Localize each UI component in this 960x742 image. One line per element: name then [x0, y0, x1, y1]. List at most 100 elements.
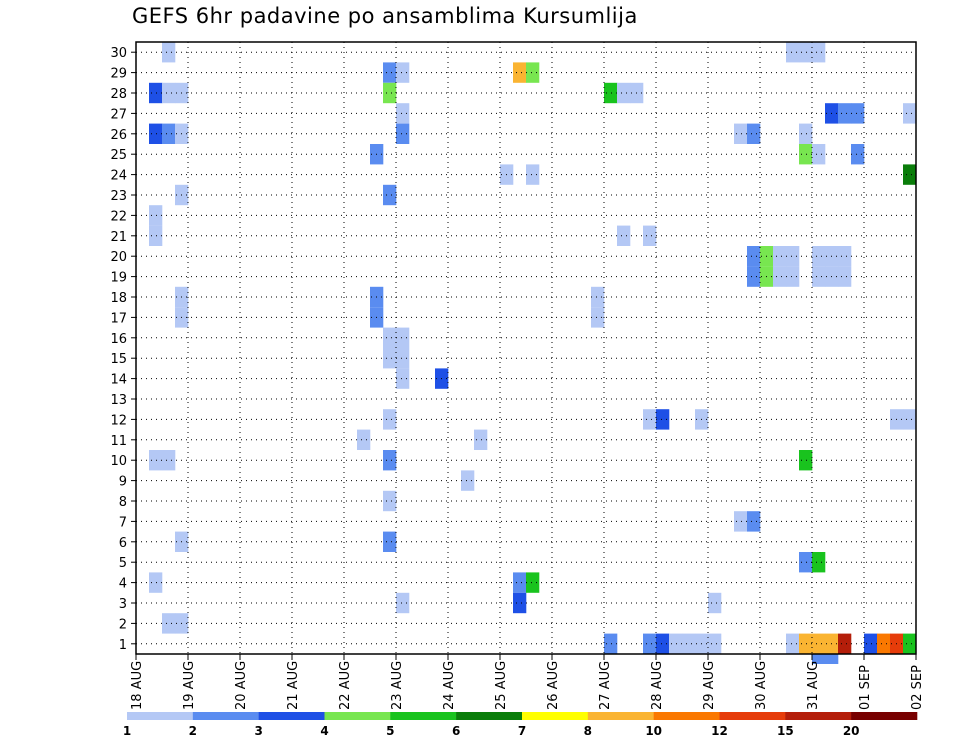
legend-swatch — [192, 712, 259, 720]
legend-label: 12 — [711, 724, 728, 738]
heatmap-cell — [513, 572, 527, 593]
heatmap-cell — [903, 103, 917, 124]
y-tick-label: 7 — [119, 515, 127, 530]
y-tick-label: 5 — [119, 556, 127, 571]
y-tick-label: 21 — [110, 230, 127, 245]
heatmap-cell — [786, 633, 800, 654]
y-tick-label: 25 — [110, 148, 127, 163]
heatmap-cell — [786, 42, 800, 63]
heatmap-cell — [656, 633, 670, 654]
y-tick-label: 11 — [110, 434, 127, 449]
heatmap-cell — [734, 511, 748, 532]
heatmap-cell — [799, 552, 813, 573]
heatmap-cell — [903, 409, 917, 430]
heatmap-cell — [838, 633, 852, 654]
legend-swatch — [127, 712, 194, 720]
heatmap-cell — [396, 368, 410, 389]
y-tick-label: 12 — [110, 413, 127, 428]
legend-swatch — [456, 712, 523, 720]
y-tick-label: 13 — [110, 393, 127, 408]
heatmap-cell — [396, 327, 410, 348]
y-tick-label: 2 — [119, 617, 127, 632]
heatmap-cell — [773, 266, 787, 287]
heatmap-cell — [669, 633, 683, 654]
heatmap-cell — [734, 123, 748, 144]
heatmap-cell — [396, 62, 410, 83]
heatmap-cell — [162, 123, 176, 144]
legend-swatch — [390, 712, 457, 720]
y-tick-label: 17 — [110, 311, 127, 326]
heatmap-cell — [357, 429, 371, 450]
grid-lines — [135, 42, 917, 654]
heatmap-cell — [799, 144, 813, 165]
x-tick-label: 29 AUG — [702, 661, 717, 710]
legend-swatch — [719, 712, 786, 720]
heatmap-cell — [474, 429, 488, 450]
legend-label: 6 — [452, 724, 460, 738]
heatmap-cell — [513, 592, 527, 614]
y-tick-label: 30 — [110, 46, 127, 61]
legend-label: 1 — [123, 724, 131, 738]
heatmap-cell — [812, 246, 826, 267]
heatmap-cell — [812, 633, 826, 654]
heatmap-cell — [526, 62, 540, 83]
heatmap-cell — [162, 613, 176, 634]
legend-swatch — [587, 712, 654, 720]
x-tick-label: 23 AUG — [390, 661, 405, 710]
y-tick-label: 14 — [110, 373, 127, 388]
heatmap-cell — [747, 266, 761, 287]
legend-swatch — [653, 712, 720, 720]
heatmap-cell — [786, 266, 800, 287]
heatmap-cell — [799, 42, 813, 63]
y-tick-label: 22 — [110, 209, 127, 224]
heatmap-cell — [812, 42, 826, 63]
heatmap-cell — [812, 144, 826, 165]
legend-label: 10 — [645, 724, 662, 738]
legend-label: 5 — [386, 724, 394, 738]
heatmap-cell — [617, 82, 631, 104]
heatmap-cell — [162, 42, 176, 63]
heatmap-cell — [877, 633, 891, 654]
heatmap-cell — [149, 572, 163, 593]
heatmap-cell — [773, 246, 787, 267]
heatmap-cell — [708, 633, 722, 654]
x-tick-label: 19 AUG — [182, 661, 197, 710]
y-tick-label: 20 — [110, 250, 127, 265]
x-tick-label: 21 AUG — [286, 661, 301, 710]
heatmap-cell — [383, 327, 397, 348]
heatmap-cell — [747, 246, 761, 267]
heatmap-cell — [812, 552, 826, 573]
y-tick-label: 8 — [119, 495, 127, 510]
heatmap-cell — [643, 633, 657, 654]
x-tick-label: 18 AUG — [130, 661, 145, 710]
y-tick-label: 24 — [110, 169, 127, 184]
heatmap-cell — [383, 184, 397, 206]
legend-swatch — [258, 712, 325, 720]
heatmap-cell — [786, 246, 800, 267]
y-tick-label: 28 — [110, 87, 127, 102]
legend-swatch — [522, 712, 589, 720]
heatmap-cell — [682, 633, 696, 654]
y-axis-ticks: 1234567891011121314151617181920212223242… — [110, 46, 136, 653]
legend-label: 15 — [777, 724, 794, 738]
y-tick-label: 15 — [110, 352, 127, 367]
heatmap-cell — [799, 633, 813, 654]
legend-swatch — [324, 712, 391, 720]
legend-label: 7 — [518, 724, 526, 738]
heatmap-cell — [851, 103, 865, 124]
heatmap-cell — [149, 225, 163, 246]
heatmap-cell — [149, 205, 163, 226]
x-tick-label: 31 AUG — [806, 661, 821, 710]
heatmap-cell — [591, 307, 605, 328]
heatmap-cell — [396, 348, 410, 369]
heatmap-cell — [838, 266, 852, 287]
y-tick-label: 19 — [110, 271, 127, 286]
heatmap-cell — [708, 592, 722, 614]
heatmap-cell — [604, 633, 618, 654]
heatmap-cell — [526, 164, 540, 185]
heatmap-cell — [656, 409, 670, 430]
heatmap-cell — [838, 103, 852, 124]
x-axis-ticks: 18 AUG 19 AUG 20 AUG 21 AUG 22 AUG 23 AUG 24 A… — [130, 654, 925, 710]
heatmap-cell — [747, 511, 761, 532]
